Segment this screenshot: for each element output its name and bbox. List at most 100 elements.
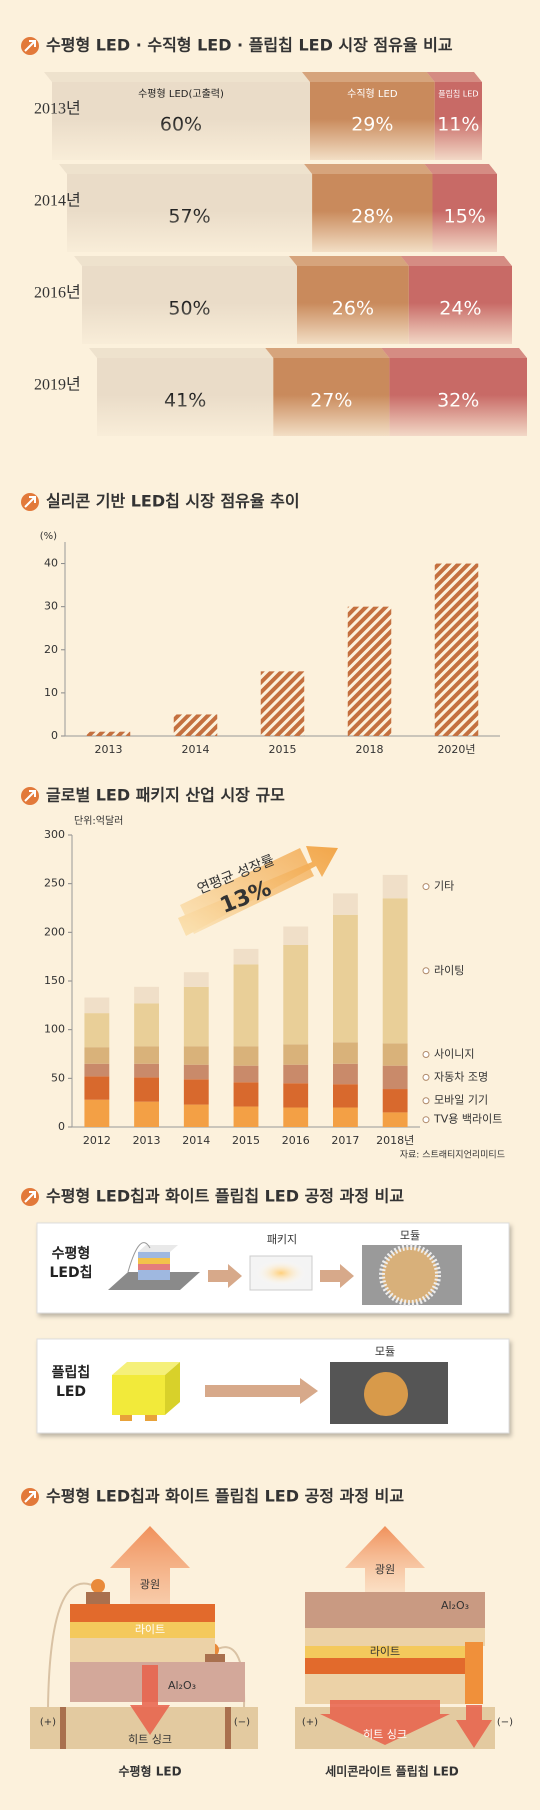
x-tick-label: 2020년	[437, 743, 475, 756]
bar-segment	[283, 1044, 309, 1065]
label: (−)	[497, 1717, 513, 1728]
structure-left: 광원 라이트 Al₂O₃ (+) (−) 히트 싱크 수평형 LED	[30, 1526, 258, 1779]
bar-segment	[84, 997, 110, 1014]
category-label: 2014년	[34, 192, 81, 210]
structure-right: 광원 Al₂O₃ 라이트 (+) (−) 히트 싱크 세미콘라이트 플립칩 LE…	[295, 1526, 513, 1779]
source: 자료: 스트래티지언리미티드	[400, 1149, 505, 1161]
bar	[347, 606, 392, 736]
bar-segment	[382, 874, 408, 899]
bar-segment	[233, 1082, 259, 1107]
bar-segment	[382, 1112, 408, 1127]
x-tick-label: 2013	[133, 1134, 161, 1147]
label: 히트 싱크	[363, 1727, 407, 1741]
bar-segment	[333, 1042, 358, 1064]
bar-top-face	[302, 72, 435, 82]
category-label: 2013년	[34, 100, 81, 118]
growth-arrow-body	[180, 848, 314, 934]
legend-marker	[422, 1116, 430, 1124]
bar	[434, 563, 479, 736]
legend-label: 라이팅	[434, 964, 464, 977]
bar-segment	[183, 986, 209, 1047]
title-icon	[24, 1191, 36, 1203]
x-tick-label: 2014	[182, 1134, 210, 1147]
y-tick-label: 40	[44, 557, 58, 570]
bar-top-face	[44, 72, 310, 82]
bar-top-face	[426, 72, 482, 82]
y-tick-label: 250	[44, 877, 65, 890]
arrow	[205, 1378, 318, 1404]
bar-top-face	[424, 164, 497, 174]
bar-segment	[84, 1063, 110, 1077]
step-label: 패키지	[267, 1233, 297, 1246]
legend-label: 사이니지	[434, 1047, 474, 1060]
bar-segment	[233, 1065, 259, 1083]
label: 라이트	[135, 1623, 165, 1636]
x-tick-label: 2018	[356, 743, 384, 756]
bar-segment	[382, 1043, 408, 1066]
y-axis-label: (%)	[40, 531, 57, 542]
unit-label: 단위:억달러	[74, 814, 123, 827]
step-label: 모듈	[375, 1345, 395, 1358]
y-tick-label: 300	[44, 828, 65, 841]
section-title: 글로벌 LED 패키지 산업 시장 규모	[46, 786, 285, 805]
x-tick-label: 2015	[269, 743, 297, 756]
bar-segment	[283, 944, 309, 1045]
bar-top-face	[304, 164, 433, 174]
bar-segment	[283, 1064, 309, 1084]
fade	[42, 82, 484, 164]
y-tick-label: 0	[58, 1120, 65, 1133]
caption: 수평형 LED	[118, 1764, 181, 1779]
label: 히트 싱크	[128, 1732, 172, 1746]
bar-segment	[333, 914, 358, 1043]
legend-marker	[422, 967, 430, 975]
module-icon	[362, 1244, 462, 1306]
bar-segment	[183, 1104, 209, 1127]
label: Al₂O₃	[441, 1599, 469, 1612]
y-tick-label: 200	[44, 925, 65, 938]
y-tick-label: 30	[44, 600, 58, 613]
bar-segment	[183, 1064, 209, 1080]
legend-label: 모바일 기기	[434, 1093, 488, 1107]
bar-segment	[134, 986, 159, 1004]
process-label: 플립칩 LED	[51, 1365, 91, 1400]
title-icon	[24, 496, 36, 508]
label: 라이트	[370, 1645, 400, 1658]
legend-label: 기타	[434, 880, 454, 893]
title-icon	[24, 40, 36, 52]
bar-top-face	[400, 256, 512, 266]
bar-segment	[283, 926, 309, 945]
bar-segment	[283, 1083, 309, 1108]
light-arrow	[345, 1526, 425, 1592]
bar-segment	[134, 1101, 159, 1127]
module-icon	[330, 1362, 448, 1424]
bar-segment	[84, 1076, 110, 1100]
process: 수평형 LED칩 플립칩 LED 패키지 모듈 모듈	[36, 1222, 510, 1434]
arrow	[208, 1264, 242, 1288]
bar-segment	[84, 1013, 110, 1048]
title-icon	[24, 1491, 36, 1503]
bar-segment	[333, 1063, 358, 1085]
x-tick-label: 2015	[232, 1134, 260, 1147]
label: (+)	[40, 1717, 56, 1728]
bar-segment	[333, 893, 358, 915]
bar-top-face	[89, 348, 274, 358]
label: (−)	[234, 1717, 250, 1728]
bar-segment	[333, 1084, 358, 1108]
bar-top-face	[265, 348, 390, 358]
step-label: 모듈	[400, 1229, 420, 1242]
bar-segment	[183, 1046, 209, 1065]
bar-segment	[382, 898, 408, 1044]
section-title: 실리콘 기반 LED칩 시장 점유율 추이	[46, 492, 300, 511]
y-tick-label: 20	[44, 643, 58, 656]
bar-segment	[134, 1003, 159, 1047]
legend-marker	[422, 1050, 430, 1058]
fade	[72, 266, 514, 348]
fade	[87, 358, 529, 440]
label: 광원	[140, 1578, 160, 1591]
bar-segment	[183, 972, 209, 987]
bar-segment	[233, 1106, 259, 1127]
x-tick-label: 2016	[282, 1134, 310, 1147]
category-label: 2019년	[34, 376, 81, 394]
x-tick-label: 2018년	[376, 1134, 414, 1147]
